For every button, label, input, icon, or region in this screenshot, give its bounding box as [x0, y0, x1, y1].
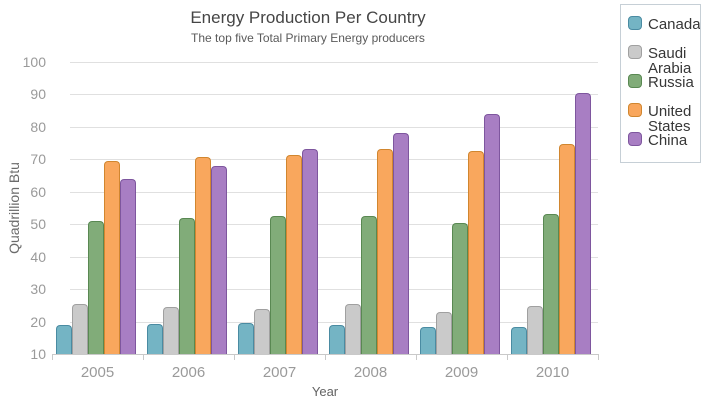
bar-canada-2007[interactable] — [238, 322, 254, 354]
bar-china-2008[interactable] — [393, 133, 409, 354]
y-tick-label-60: 60 — [30, 183, 46, 200]
bar-china-2005[interactable] — [120, 179, 136, 354]
y-tick-label-20: 20 — [30, 313, 46, 330]
x-tick-label-2008: 2008 — [353, 364, 388, 381]
gridline-90 — [70, 94, 598, 96]
bar-united-states-2007[interactable] — [286, 155, 302, 354]
chart-title: Energy Production Per Country — [190, 8, 426, 27]
legend-item-saudi-arabia[interactable]: Saudi Arabia — [628, 45, 700, 77]
bar-canada-2009[interactable] — [420, 327, 436, 354]
legend-label-canada: Canada — [648, 16, 701, 33]
legend-label-united-states: United States — [648, 103, 692, 135]
legend-item-russia[interactable]: Russia — [628, 74, 700, 103]
x-axis-tick — [598, 354, 599, 360]
legend-item-china[interactable]: China — [628, 132, 700, 161]
x-axis-title: Year — [311, 384, 339, 399]
bar-united-states-2005[interactable] — [104, 161, 120, 354]
bar-china-2007[interactable] — [302, 148, 318, 354]
gridline-80 — [70, 126, 598, 128]
x-tick-label-2006: 2006 — [171, 364, 206, 381]
x-axis-tick — [325, 354, 326, 360]
legend-label-saudi-arabia: Saudi Arabia — [648, 45, 692, 77]
legend-marker-russia — [628, 74, 642, 88]
bar-saudi-arabia-2007[interactable] — [254, 308, 270, 354]
bar-saudi-arabia-2008[interactable] — [345, 304, 361, 354]
gridline-30 — [70, 289, 598, 291]
bar-united-states-2010[interactable] — [559, 143, 575, 354]
bar-united-states-2006[interactable] — [195, 157, 211, 354]
x-axis-tick — [416, 354, 417, 360]
bar-russia-2007[interactable] — [270, 216, 286, 354]
gridline-20 — [70, 321, 598, 323]
bar-russia-2006[interactable] — [179, 217, 195, 354]
bar-canada-2008[interactable] — [329, 324, 345, 354]
bar-saudi-arabia-2010[interactable] — [527, 305, 543, 354]
bar-canada-2005[interactable] — [56, 325, 72, 354]
x-axis-tick — [52, 354, 53, 360]
bar-united-states-2008[interactable] — [377, 148, 393, 354]
chart-subtitle: The top five Total Primary Energy produc… — [191, 31, 425, 45]
legend-marker-saudi-arabia — [628, 45, 642, 59]
y-tick-label-50: 50 — [30, 216, 46, 233]
bar-russia-2009[interactable] — [452, 222, 468, 354]
legend-item-canada[interactable]: Canada — [628, 16, 700, 45]
legend-label-russia: Russia — [648, 74, 694, 91]
x-axis-tick — [234, 354, 235, 360]
y-tick-label-40: 40 — [30, 248, 46, 265]
bar-china-2010[interactable] — [575, 92, 591, 354]
legend-marker-united-states — [628, 103, 642, 117]
bar-saudi-arabia-2006[interactable] — [163, 306, 179, 354]
gridline-50 — [70, 224, 598, 226]
y-tick-label-10: 10 — [30, 346, 46, 362]
bar-canada-2010[interactable] — [511, 327, 527, 354]
gridline-60 — [70, 191, 598, 193]
bar-russia-2005[interactable] — [88, 221, 104, 354]
legend-label-china: China — [648, 132, 688, 149]
gridline-100 — [70, 62, 598, 63]
x-tick-label-2009: 2009 — [444, 364, 479, 381]
x-axis-tick — [143, 354, 144, 360]
legend-marker-canada — [628, 16, 642, 30]
bar-russia-2010[interactable] — [543, 214, 559, 354]
y-tick-label-30: 30 — [30, 281, 46, 298]
y-tick-label-90: 90 — [30, 86, 46, 103]
legend-item-united-states[interactable]: United States — [628, 103, 700, 135]
x-tick-label-2010: 2010 — [535, 364, 570, 381]
legend-marker-china — [628, 132, 642, 146]
bar-russia-2008[interactable] — [361, 215, 377, 354]
gridline-40 — [70, 256, 598, 258]
x-axis-tick — [507, 354, 508, 360]
y-tick-label-100: 100 — [22, 54, 46, 70]
x-tick-label-2005: 2005 — [80, 364, 115, 381]
gridline-70 — [70, 159, 598, 161]
legend: Canada Saudi Arabia Russia United States Chi… — [620, 4, 701, 163]
x-tick-label-2007: 2007 — [262, 364, 297, 381]
y-tick-label-80: 80 — [30, 118, 46, 135]
bar-canada-2006[interactable] — [147, 323, 163, 354]
bar-united-states-2009[interactable] — [468, 150, 484, 354]
bar-saudi-arabia-2005[interactable] — [72, 303, 88, 354]
y-tick-label-70: 70 — [30, 151, 46, 168]
bar-china-2006[interactable] — [211, 165, 227, 354]
bar-china-2009[interactable] — [484, 114, 500, 354]
bar-saudi-arabia-2009[interactable] — [436, 312, 452, 354]
y-axis-title: Quadrillion Btu — [6, 162, 22, 254]
